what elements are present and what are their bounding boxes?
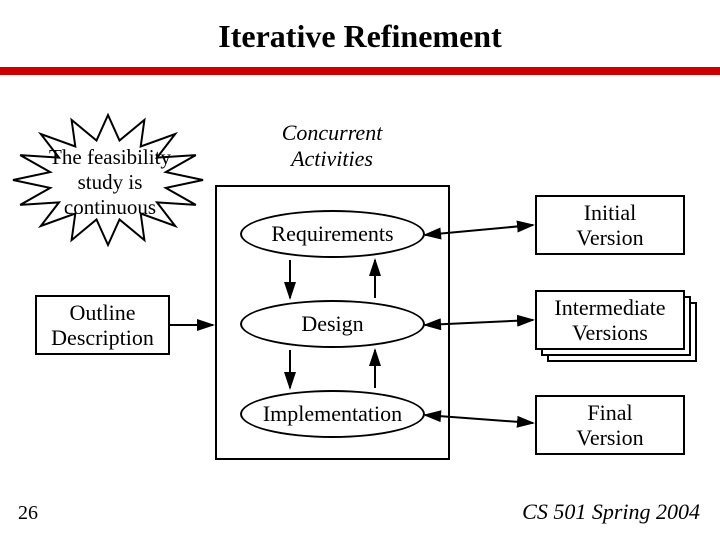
outline-box: Outline Description [35, 295, 170, 355]
page-title: Iterative Refinement [0, 0, 720, 67]
burst-text: The feasibility study is continuous [40, 145, 180, 220]
ellipse-requirements: Requirements [240, 210, 425, 258]
ellipse-label: Requirements [271, 221, 393, 247]
page-number: 26 [18, 502, 38, 525]
initial-box: Initial Version [535, 195, 685, 255]
ellipse-design: Design [240, 300, 425, 348]
footer-text: CS 501 Spring 2004 [522, 499, 700, 525]
ellipse-label: Design [301, 311, 363, 337]
concurrent-label: Concurrent Activities [232, 120, 432, 172]
title-underline [0, 67, 720, 75]
ellipse-implementation: Implementation [240, 390, 425, 438]
ellipse-label: Implementation [263, 401, 402, 427]
diagram-canvas: Concurrent Activities Requirements Desig… [0, 75, 720, 535]
intermediate-box: Intermediate Versions [535, 290, 685, 350]
final-box: Final Version [535, 395, 685, 455]
